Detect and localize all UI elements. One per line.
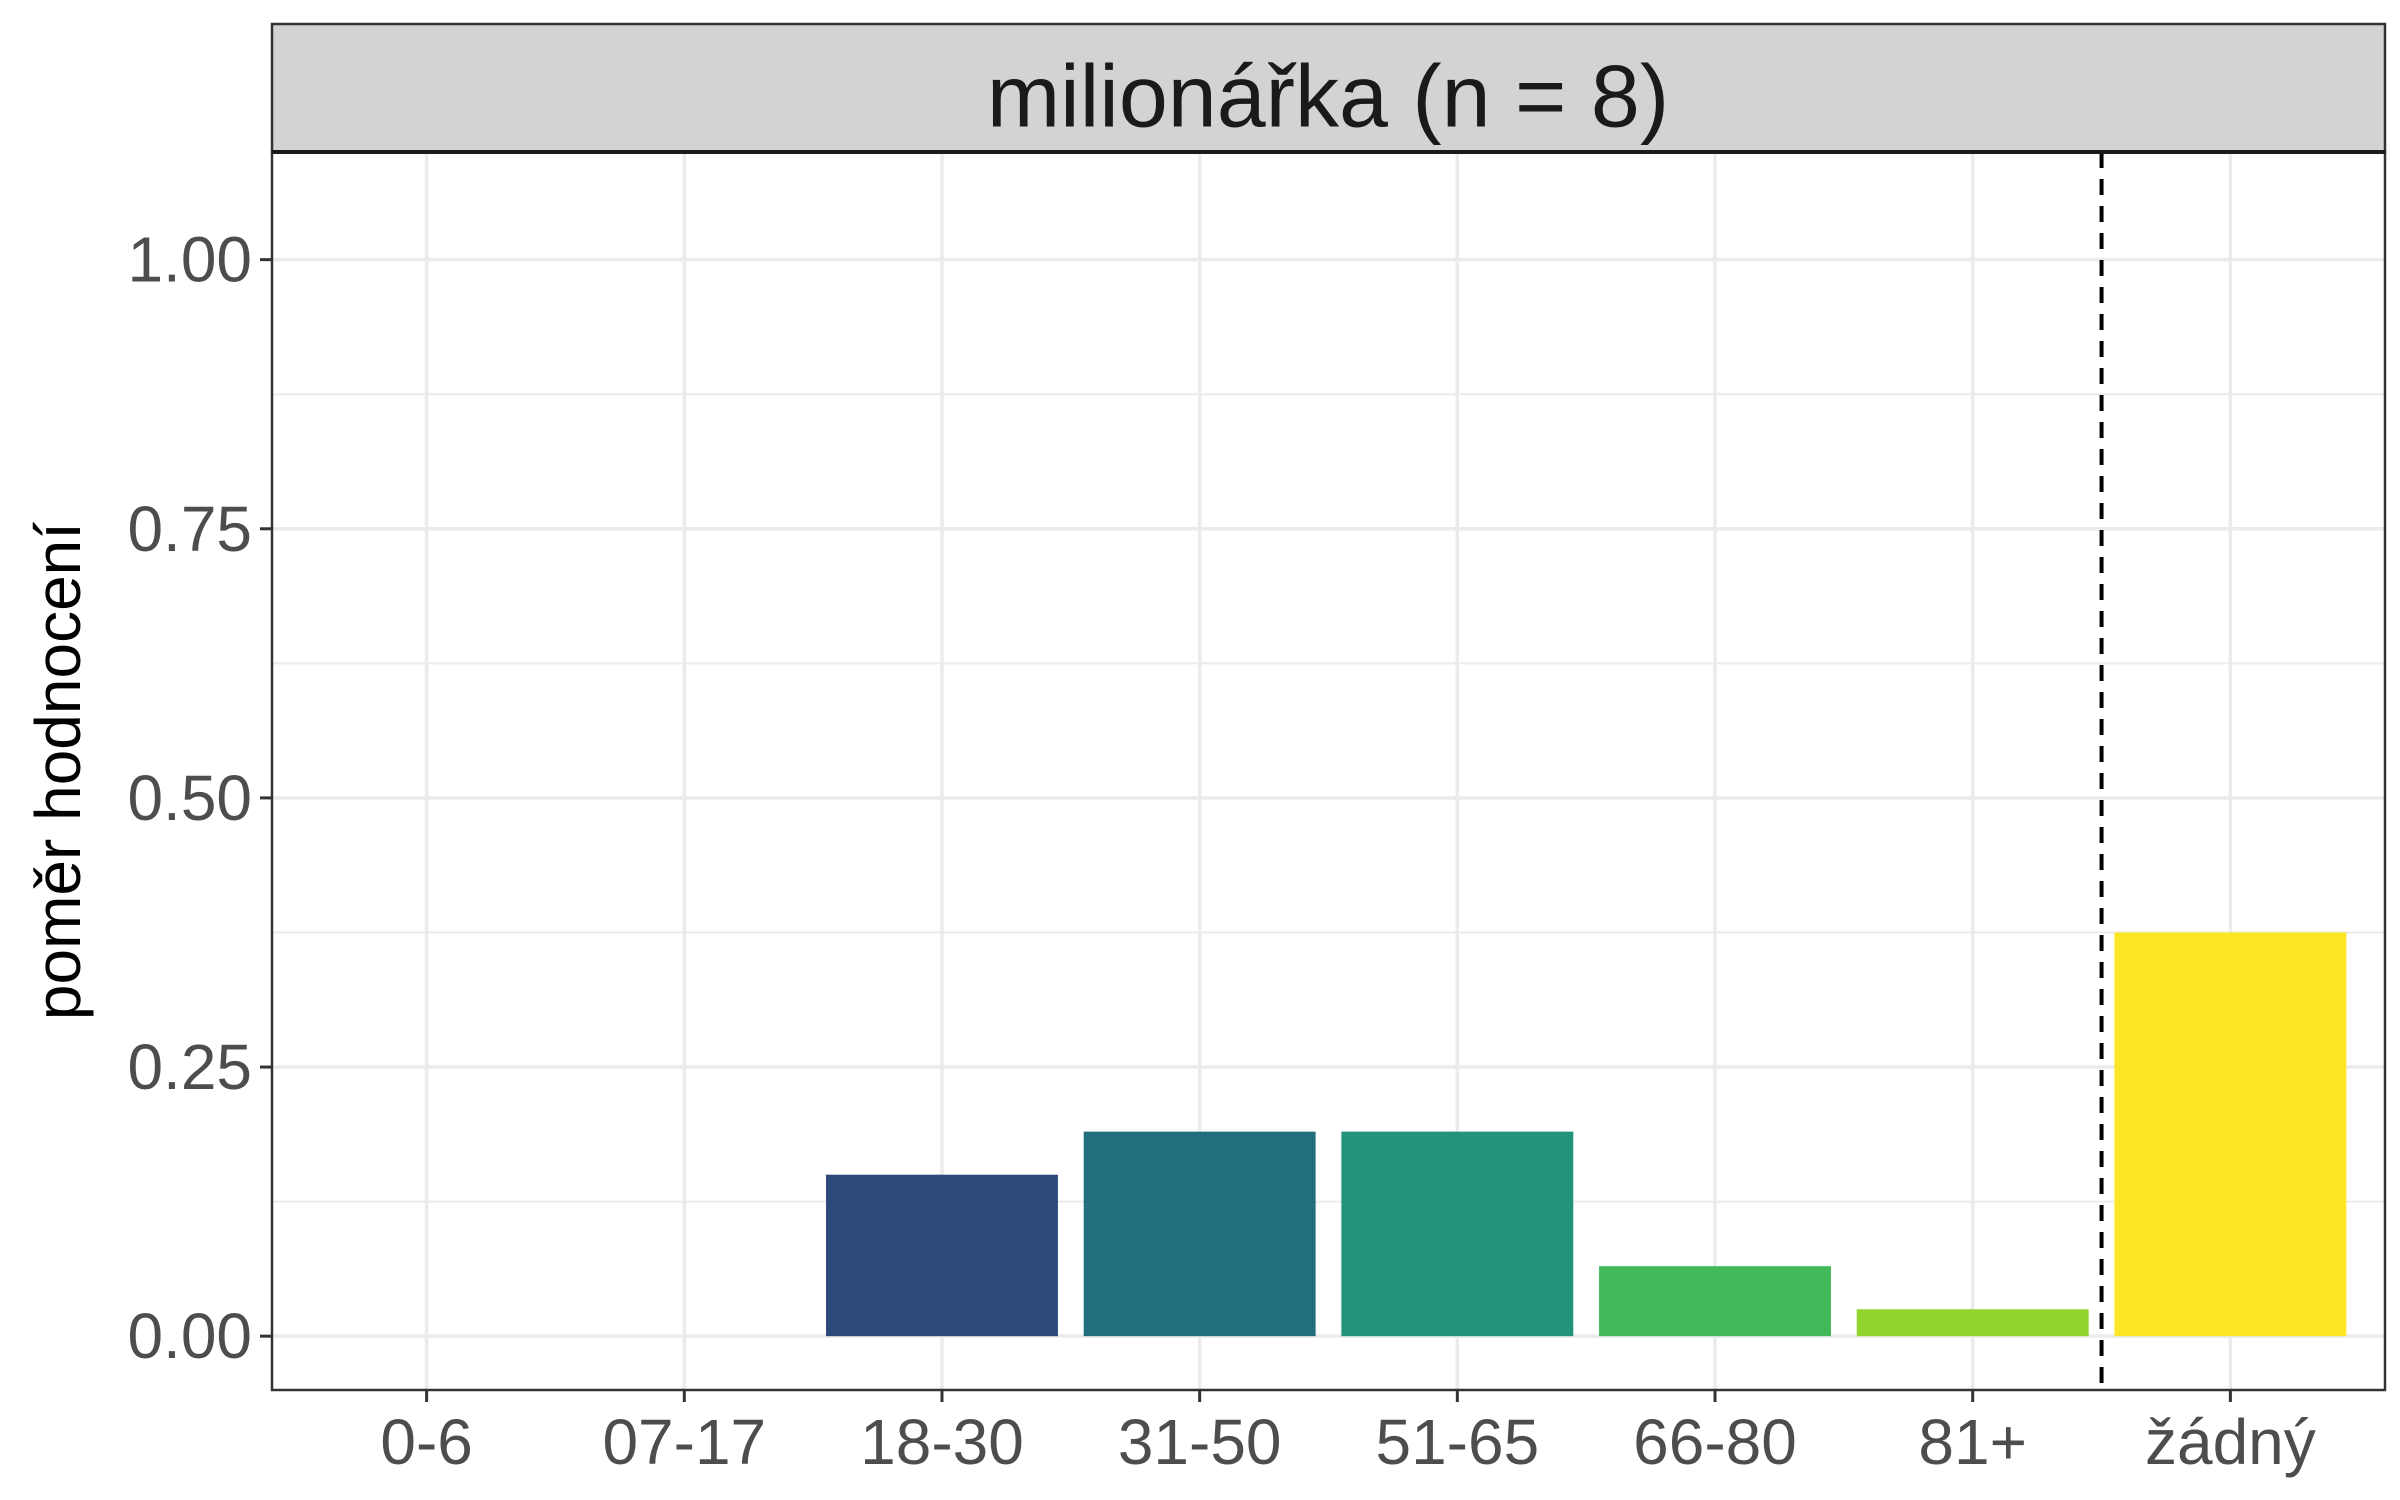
x-axis: 0-6 07-17 18-30 31-50 51-65 66-80 81+ žádný: [380, 1390, 2316, 1478]
y-tick-label: 1.00: [127, 224, 252, 296]
bar-žádný: [2114, 932, 2347, 1337]
chart-title: milionářka (n = 8): [987, 47, 1669, 146]
bar-51-65: [1341, 1131, 1574, 1337]
panel-background: [272, 152, 2385, 1390]
x-tick-label: 31-50: [1118, 1406, 1282, 1478]
x-tick-label: 18-30: [860, 1406, 1024, 1478]
bar-18-30: [826, 1174, 1058, 1337]
y-tick-label: 0.75: [127, 493, 252, 565]
x-tick-label: 66-80: [1633, 1406, 1797, 1478]
x-tick-label: 51-65: [1375, 1406, 1539, 1478]
x-tick-label: žádný: [2145, 1406, 2316, 1478]
x-tick-label: 0-6: [380, 1406, 473, 1478]
y-axis: 0.00 0.25 0.50 0.75 1.00: [127, 224, 272, 1372]
y-axis-title: poměr hodnocení: [22, 522, 94, 1020]
y-tick-label: 0.00: [127, 1300, 252, 1372]
bars: [826, 932, 2347, 1337]
strip-background: [270, 22, 2387, 154]
bar-81+: [1856, 1309, 2089, 1337]
bar-66-80: [1599, 1266, 1831, 1337]
x-tick-label: 07-17: [602, 1406, 766, 1478]
bar-31-50: [1083, 1131, 1316, 1337]
y-tick-label: 0.25: [127, 1031, 252, 1103]
x-tick-label: 81+: [1918, 1406, 2027, 1478]
y-tick-label: 0.50: [127, 762, 252, 834]
